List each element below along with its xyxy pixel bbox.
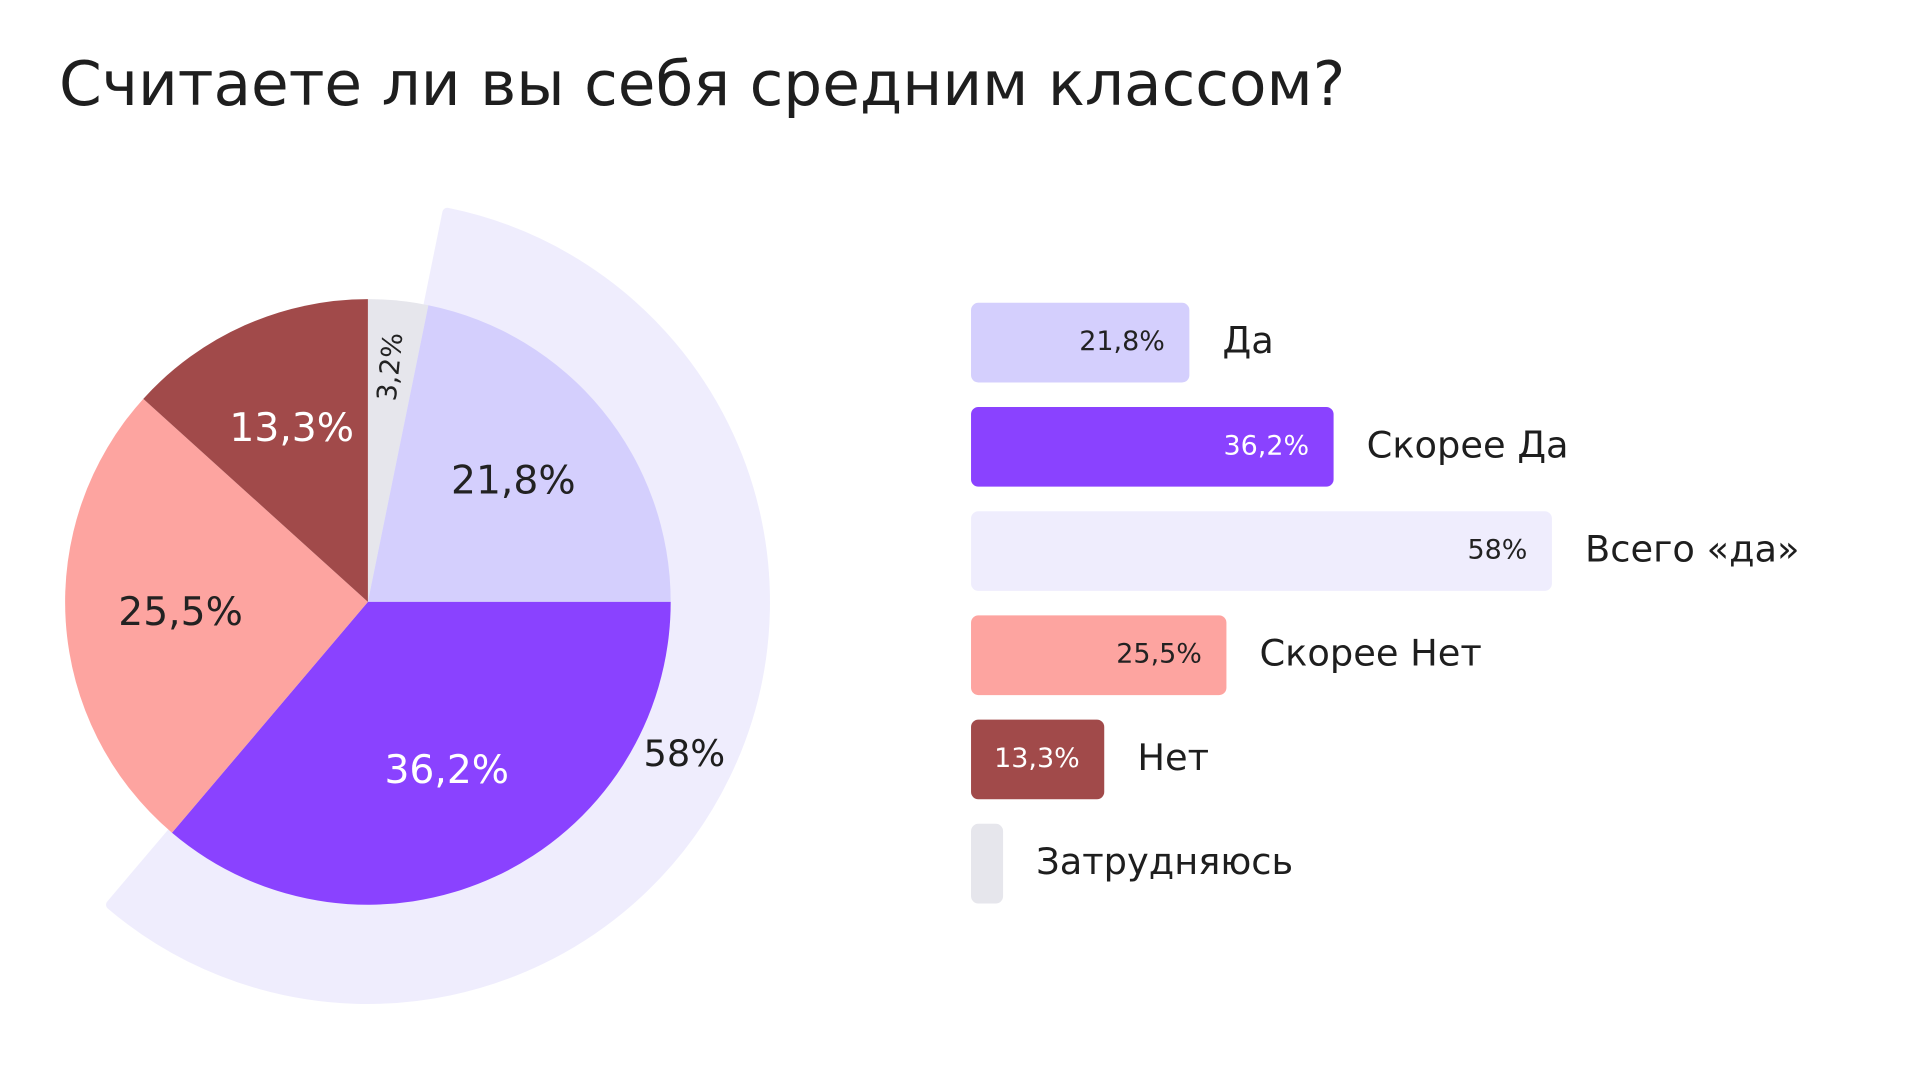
chart-title: Считаете ли вы себя средним классом?	[59, 49, 1345, 120]
pie-slice	[171, 601, 671, 905]
pie-slice	[367, 299, 429, 602]
slice-label: 25,5%	[118, 590, 243, 635]
slice-label: 3,2%	[372, 331, 410, 402]
slice-label: 36,2%	[384, 748, 509, 793]
pie-slice	[367, 305, 671, 602]
bar-category-label: Скорее Нет	[1260, 632, 1482, 675]
bar	[971, 615, 1227, 696]
bar-value-label: 25,5%	[1116, 639, 1202, 670]
bar-value-label: 13,3%	[994, 743, 1080, 774]
bar-category-label: Нет	[1137, 736, 1209, 779]
bar-category-label: Затрудняюсь	[1036, 840, 1293, 883]
bar-category-label: Скорее Да	[1367, 423, 1569, 466]
bar	[971, 823, 1004, 904]
pie-slice	[65, 398, 368, 833]
ring-label: 58%	[643, 732, 725, 775]
slice-label: 21,8%	[451, 459, 576, 504]
bar-value-label: 58%	[1467, 535, 1527, 566]
bar	[971, 511, 1552, 591]
bar	[971, 719, 1105, 800]
bar-value-label: 21,8%	[1079, 326, 1165, 357]
bar-value-label: 36,2%	[1223, 430, 1309, 461]
bar-category-label: Да	[1222, 319, 1273, 362]
bar	[971, 406, 1334, 487]
pie-slice	[143, 299, 368, 602]
slice-label: 13,3%	[229, 406, 354, 451]
bar	[971, 302, 1190, 383]
bar-category-label: Всего «да»	[1585, 528, 1800, 571]
